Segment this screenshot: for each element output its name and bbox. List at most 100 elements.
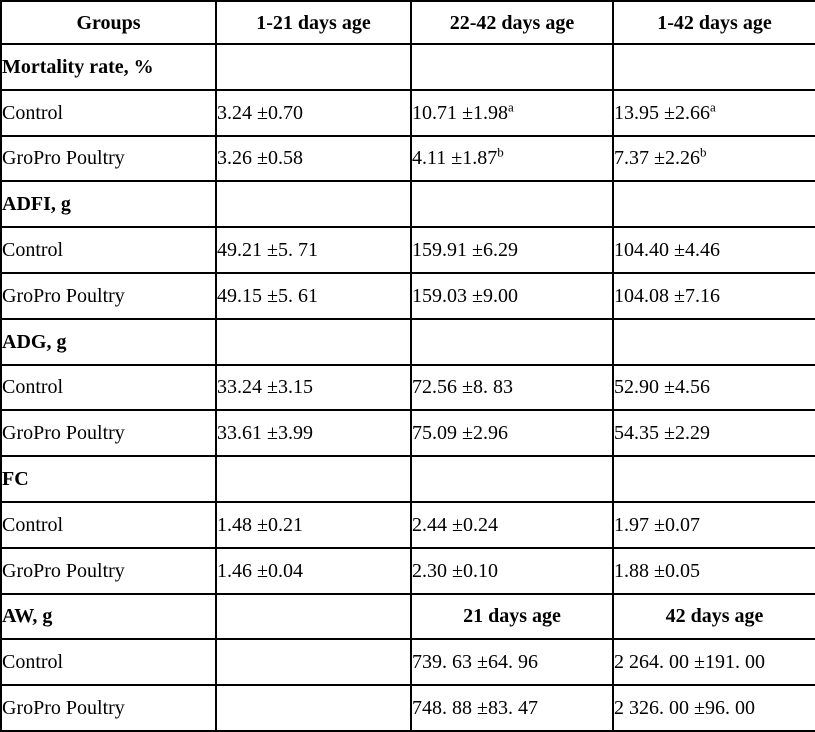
- value-cell: 10.71 ±1.98a: [410, 88, 614, 137]
- sub-header-cell: [215, 592, 412, 641]
- row-label-cell: GroPro Poultry: [0, 134, 217, 183]
- section-title-cell: FC: [0, 455, 217, 503]
- section-title-row-mortality: Mortality rate, %: [0, 43, 815, 91]
- value-cell: 7.37 ±2.26b: [612, 134, 815, 183]
- value-text: 104.40 ±4.46: [614, 239, 720, 262]
- value-text: 13.95 ±2.66: [614, 101, 710, 124]
- value-text: 159.03 ±9.00: [412, 284, 518, 307]
- data-row-adg-gropro: GroPro Poultry 33.61 ±3.99 75.09 ±2.96 5…: [0, 409, 815, 458]
- value-cell: 13.95 ±2.66a: [612, 88, 815, 137]
- value-cell: 4.11 ±1.87b: [410, 134, 614, 183]
- data-row-adfi-control: Control 49.21 ±5. 71 159.91 ±6.29 104.40…: [0, 226, 815, 274]
- value-superscript: b: [497, 144, 504, 160]
- data-row-aw-gropro: GroPro Poultry 748. 88 ±83. 47 2 326. 00…: [0, 684, 815, 732]
- value-text: 3.26 ±0.58: [217, 147, 303, 170]
- data-row-fc-control: Control 1.48 ±0.21 2.44 ±0.24 1.97 ±0.07: [0, 500, 815, 549]
- value-text: 33.24 ±3.15: [217, 376, 313, 399]
- value-cell: 159.91 ±6.29: [410, 226, 614, 274]
- row-label-cell: GroPro Poultry: [0, 409, 217, 458]
- sub-header-cell: [410, 43, 614, 91]
- sub-header-cell-42-days: 42 days age: [612, 592, 815, 641]
- section-title-row-fc: FC: [0, 455, 815, 503]
- section-title-cell: ADG, g: [0, 317, 217, 366]
- value-text: 159.91 ±6.29: [412, 239, 518, 262]
- section-title-cell: AW, g: [0, 592, 217, 641]
- row-label-cell: Control: [0, 638, 217, 687]
- data-row-adg-control: Control 33.24 ±3.15 72.56 ±8. 83 52.90 ±…: [0, 363, 815, 412]
- value-cell: 748. 88 ±83. 47: [410, 684, 614, 732]
- value-text: 1.48 ±0.21: [217, 513, 303, 536]
- data-row-adfi-gropro: GroPro Poultry 49.15 ±5. 61 159.03 ±9.00…: [0, 271, 815, 320]
- sub-header-cell: [410, 317, 614, 366]
- value-cell: 159.03 ±9.00: [410, 271, 614, 320]
- value-cell: 49.21 ±5. 71: [215, 226, 412, 274]
- sub-header-cell: [215, 43, 412, 91]
- sub-header-cell: [410, 455, 614, 503]
- section-title-cell: ADFI, g: [0, 180, 217, 229]
- row-label-cell: Control: [0, 88, 217, 137]
- data-row-mortality-control: Control 3.24 ±0.70 10.71 ±1.98a 13.95 ±2…: [0, 88, 815, 137]
- value-cell: 2 264. 00 ±191. 00: [612, 638, 815, 687]
- value-text: 1.46 ±0.04: [217, 559, 303, 582]
- value-text: 72.56 ±8. 83: [412, 376, 513, 399]
- value-text: 1.88 ±0.05: [614, 559, 700, 582]
- empty-cell: [215, 684, 412, 732]
- value-text: 49.15 ±5. 61: [217, 284, 318, 307]
- value-text: 4.11 ±1.87: [412, 147, 498, 170]
- row-label-cell: Control: [0, 363, 217, 412]
- value-text: 2.44 ±0.24: [412, 513, 498, 536]
- value-cell: 2.44 ±0.24: [410, 500, 614, 549]
- row-label-cell: Control: [0, 500, 217, 549]
- value-superscript: a: [507, 99, 514, 115]
- section-title-cell: Mortality rate, %: [0, 43, 217, 91]
- header-cell-22-42-days: 22-42 days age: [410, 0, 614, 45]
- data-row-aw-control: Control 739. 63 ±64. 96 2 264. 00 ±191. …: [0, 638, 815, 687]
- value-superscript: b: [699, 144, 707, 160]
- data-row-fc-gropro: GroPro Poultry 1.46 ±0.04 2.30 ±0.10 1.8…: [0, 546, 815, 595]
- value-cell: 52.90 ±4.56: [612, 363, 815, 412]
- section-title-row-adg: ADG, g: [0, 317, 815, 366]
- value-cell: 75.09 ±2.96: [410, 409, 614, 458]
- value-cell: 1.88 ±0.05: [612, 546, 815, 595]
- value-superscript: a: [709, 99, 716, 115]
- sub-header-cell: [612, 43, 815, 91]
- section-title-row-adfi: ADFI, g: [0, 180, 815, 229]
- row-label-cell: GroPro Poultry: [0, 684, 217, 732]
- value-cell: 1.48 ±0.21: [215, 500, 412, 549]
- value-text: 54.35 ±2.29: [614, 422, 710, 445]
- value-cell: 33.61 ±3.99: [215, 409, 412, 458]
- value-text: 2.30 ±0.10: [412, 559, 498, 582]
- value-cell: 1.46 ±0.04: [215, 546, 412, 595]
- empty-cell: [215, 638, 412, 687]
- row-label-cell: GroPro Poultry: [0, 546, 217, 595]
- value-text: 739. 63 ±64. 96: [412, 651, 538, 674]
- sub-header-cell: [215, 455, 412, 503]
- value-text: 7.37 ±2.26: [614, 147, 700, 170]
- value-cell: 2 326. 00 ±96. 00: [612, 684, 815, 732]
- value-text: 75.09 ±2.96: [412, 422, 508, 445]
- value-cell: 104.08 ±7.16: [612, 271, 815, 320]
- value-cell: 3.24 ±0.70: [215, 88, 412, 137]
- row-label-cell: GroPro Poultry: [0, 271, 217, 320]
- value-cell: 54.35 ±2.29: [612, 409, 815, 458]
- header-cell-1-42-days: 1-42 days age: [612, 0, 815, 45]
- sub-header-cell-21-days: 21 days age: [410, 592, 614, 641]
- value-cell: 2.30 ±0.10: [410, 546, 614, 595]
- sub-header-cell: [612, 317, 815, 366]
- sub-header-cell: [215, 317, 412, 366]
- sub-header-cell: [410, 180, 614, 229]
- value-text: 1.97 ±0.07: [614, 513, 700, 536]
- value-text: 104.08 ±7.16: [614, 284, 720, 307]
- value-text: 10.71 ±1.98: [412, 101, 508, 124]
- header-cell-1-21-days: 1-21 days age: [215, 0, 412, 45]
- value-cell: 72.56 ±8. 83: [410, 363, 614, 412]
- value-cell: 33.24 ±3.15: [215, 363, 412, 412]
- value-cell: 104.40 ±4.46: [612, 226, 815, 274]
- value-text: 49.21 ±5. 71: [217, 239, 318, 262]
- value-text: 2 326. 00 ±96. 00: [614, 697, 755, 720]
- value-text: 3.24 ±0.70: [217, 101, 303, 124]
- value-text: 33.61 ±3.99: [217, 422, 313, 445]
- value-text: 52.90 ±4.56: [614, 376, 710, 399]
- header-row: Groups 1-21 days age 22-42 days age 1-42…: [0, 0, 815, 45]
